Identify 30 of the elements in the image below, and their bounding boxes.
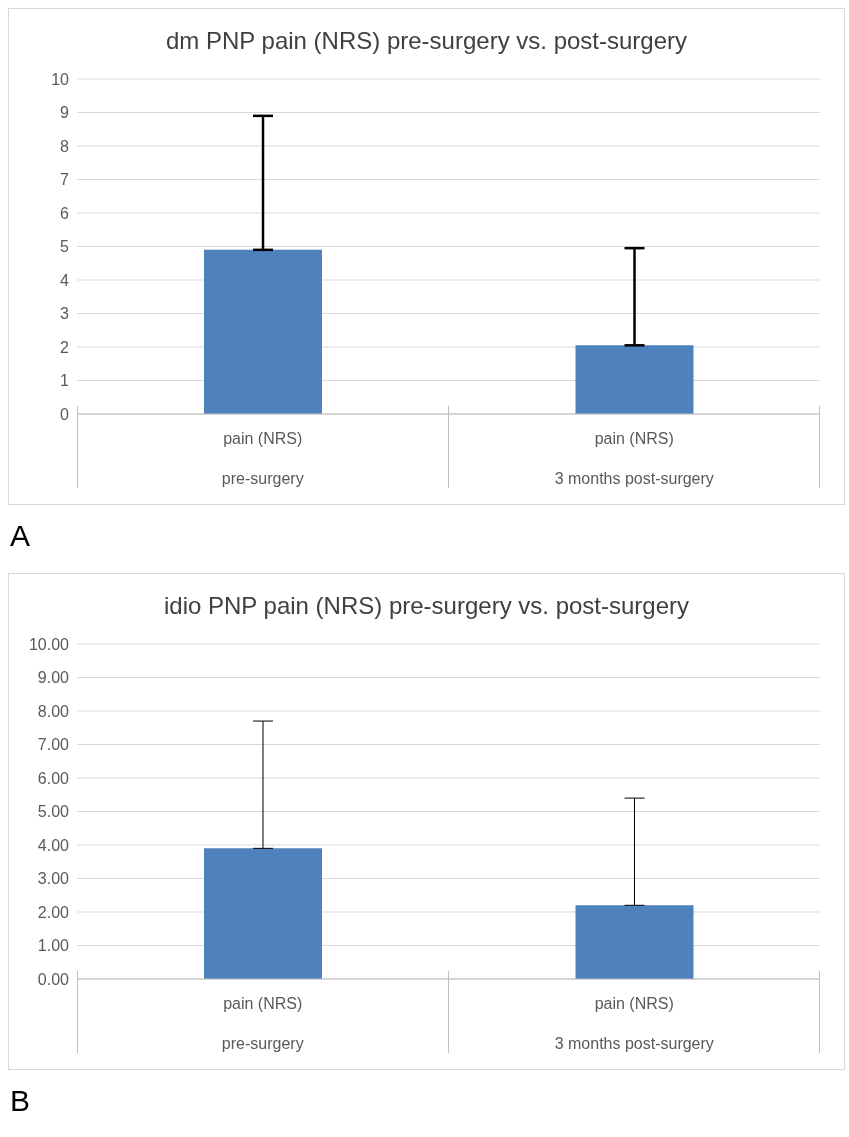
y-tick-label: 2 bbox=[60, 338, 70, 356]
y-tick-label: 3.00 bbox=[37, 870, 70, 888]
y-tick-label: 2.00 bbox=[37, 903, 70, 921]
chart-title: idio PNP pain (NRS) pre-surgery vs. post-surgery bbox=[162, 591, 691, 621]
y-tick-label: 0 bbox=[60, 405, 70, 423]
chart-title: dm PNP pain (NRS) pre-surgery vs. post-surgery bbox=[164, 26, 689, 56]
category-label: pain (NRS) pre-surgery bbox=[221, 430, 304, 487]
y-tick-label: 8.00 bbox=[37, 702, 70, 720]
y-tick-label: 1.00 bbox=[37, 937, 70, 955]
y-tick-label: 8 bbox=[60, 137, 70, 155]
y-tick-label: 5.00 bbox=[37, 803, 70, 821]
y-tick-label: 3 bbox=[60, 305, 70, 323]
y-tick-label: 10.00 bbox=[28, 635, 70, 653]
category-label: pain (NRS) 3 months post-surgery bbox=[554, 430, 714, 487]
text: A bbox=[9, 518, 31, 554]
y-tick-label: 7.00 bbox=[37, 736, 70, 754]
y-tick-label: 4.00 bbox=[37, 836, 70, 854]
y-tick-label: 1 bbox=[60, 372, 70, 390]
y-tick-label: 9 bbox=[60, 104, 70, 122]
y-tick-label: 10 bbox=[51, 70, 70, 88]
y-tick-label: 0.00 bbox=[37, 970, 70, 988]
y-tick-label: 7 bbox=[60, 171, 70, 189]
category-label: pain (NRS) 3 months post-surgery bbox=[554, 995, 714, 1052]
y-tick-label: 6.00 bbox=[37, 769, 70, 787]
y-tick-label: 9.00 bbox=[37, 669, 70, 687]
y-tick-label: 5 bbox=[60, 238, 70, 256]
y-tick-label: 4 bbox=[60, 271, 70, 289]
text: B bbox=[9, 1083, 31, 1119]
y-tick-label: 6 bbox=[60, 204, 70, 222]
category-label: pain (NRS) pre-surgery bbox=[221, 995, 304, 1052]
